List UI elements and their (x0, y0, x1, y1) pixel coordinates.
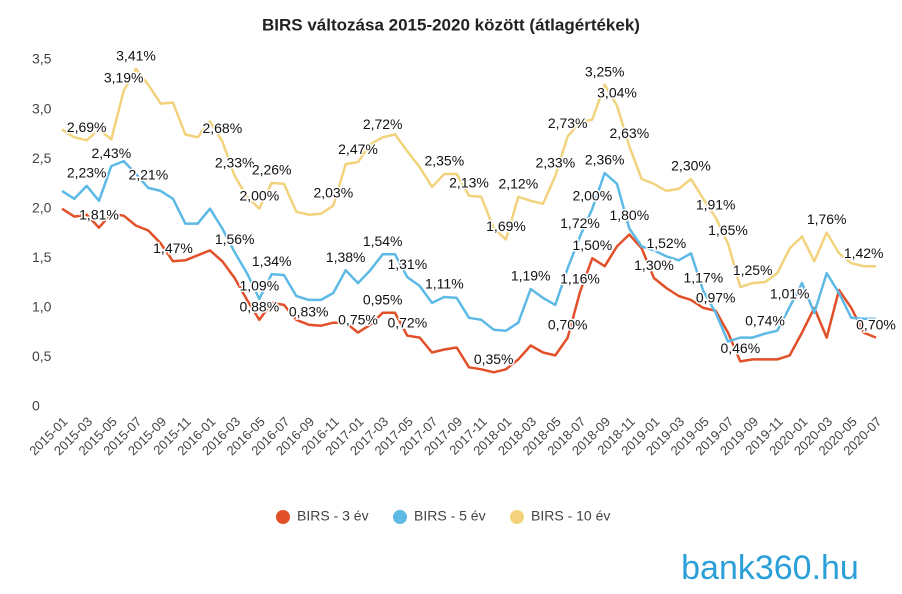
y-tick-label: 1,5 (32, 249, 52, 265)
data-label: 2,47% (338, 141, 378, 157)
data-label: 0,88% (239, 298, 279, 314)
data-label: 2,36% (585, 152, 625, 168)
data-label: 2,43% (91, 145, 131, 161)
data-label: 2,63% (609, 125, 649, 141)
data-label: 0,70% (856, 316, 896, 332)
data-label: 2,12% (498, 176, 538, 192)
legend-marker (276, 510, 290, 524)
data-label: 3,04% (597, 84, 637, 100)
data-label: 1,19% (511, 268, 551, 284)
legend-label: BIRS - 3 év (297, 508, 369, 524)
y-tick-label: 2,0 (32, 199, 52, 215)
data-label: 0,74% (745, 312, 785, 328)
data-label: 3,41% (116, 48, 156, 64)
data-label: 1,17% (683, 270, 723, 286)
data-label: 2,72% (363, 116, 403, 132)
data-label: 1,80% (609, 207, 649, 223)
y-tick-label: 3,5 (32, 51, 52, 67)
data-label: 1,31% (387, 256, 427, 272)
data-label: 1,38% (326, 249, 366, 265)
legend-marker (393, 510, 407, 524)
data-label: 2,30% (671, 158, 711, 174)
y-tick-label: 2,5 (32, 150, 52, 166)
data-label: 2,00% (239, 187, 279, 203)
series-line (61, 159, 876, 343)
data-label: 1,34% (252, 253, 292, 269)
data-label: 2,23% (67, 165, 107, 181)
data-label: 2,69% (67, 119, 107, 135)
data-label: 3,19% (104, 69, 144, 85)
data-label: 3,25% (585, 63, 625, 79)
data-label: 1,30% (634, 257, 674, 273)
y-tick-label: 1,0 (32, 299, 52, 315)
data-label: 1,01% (770, 286, 810, 302)
data-label: 1,54% (363, 233, 403, 249)
series-line (61, 67, 876, 289)
data-label: 0,95% (363, 292, 403, 308)
y-tick-label: 0,5 (32, 348, 52, 364)
logo: bank360.hu (681, 549, 859, 587)
chart-title: BIRS változása 2015-2020 között (átlagér… (262, 15, 640, 34)
y-tick-label: 0 (32, 398, 40, 414)
series-line (61, 207, 877, 374)
data-label: 0,72% (387, 314, 427, 330)
data-label: 1,76% (807, 211, 847, 227)
data-label: 1,69% (486, 218, 526, 234)
data-label: 2,03% (313, 184, 353, 200)
data-label: 1,25% (733, 262, 773, 278)
data-label: 0,83% (289, 303, 329, 319)
data-label: 1,52% (646, 235, 686, 251)
data-label: 2,13% (449, 175, 489, 191)
data-label: 1,47% (153, 240, 193, 256)
y-tick-label: 3,0 (32, 100, 52, 116)
data-label: 1,09% (239, 278, 279, 294)
data-label: 0,35% (474, 351, 514, 367)
data-label: 1,72% (560, 215, 600, 231)
data-label: 2,73% (548, 115, 588, 131)
data-label: 1,91% (696, 196, 736, 212)
legend-marker (510, 510, 524, 524)
data-label: 2,68% (202, 120, 242, 136)
data-label: 1,50% (572, 237, 612, 253)
data-label: 0,70% (548, 316, 588, 332)
data-label: 0,75% (338, 311, 378, 327)
data-label: 1,56% (215, 231, 255, 247)
data-label: 1,81% (79, 206, 119, 222)
data-label: 2,21% (128, 167, 168, 183)
data-label: 2,35% (424, 153, 464, 169)
data-label: 2,00% (572, 187, 612, 203)
data-label: 2,33% (215, 155, 255, 171)
data-label: 1,42% (844, 245, 884, 261)
data-label: 0,97% (696, 290, 736, 306)
data-label: 0,46% (720, 340, 760, 356)
legend-label: BIRS - 5 év (414, 508, 486, 524)
data-label: 1,11% (425, 276, 464, 292)
data-label: 2,33% (535, 155, 575, 171)
data-label: 1,65% (708, 222, 748, 238)
data-label: 1,16% (560, 271, 600, 287)
legend-label: BIRS - 10 év (531, 508, 610, 524)
data-label: 2,26% (252, 162, 292, 178)
